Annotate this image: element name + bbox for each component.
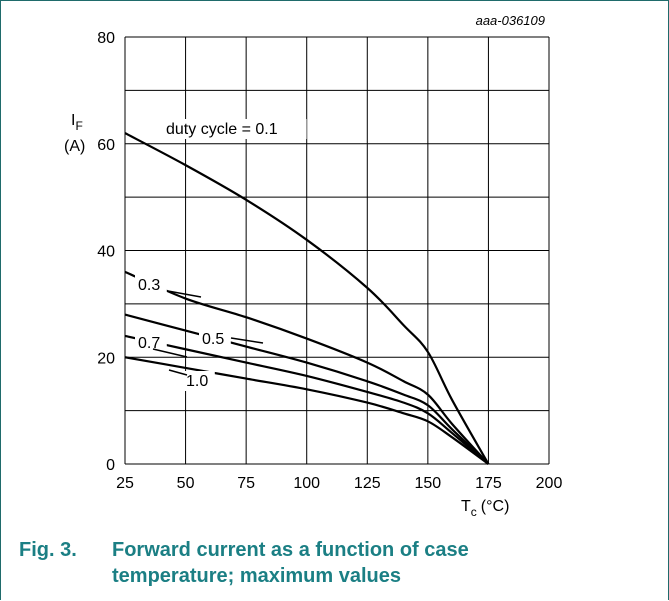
y-axis-unit: (A)	[64, 138, 85, 155]
label-leader-line	[168, 369, 188, 376]
y-axis-label: IF	[71, 112, 83, 133]
figure-reference-label: aaa-036109	[476, 13, 545, 28]
curve-label-0-1: duty cycle = 0.1	[166, 121, 278, 138]
caption-text: Forward current as a function of case te…	[112, 539, 469, 587]
curve-label-0-5: 0.5	[202, 331, 224, 348]
x-tick-label: 100	[293, 475, 320, 492]
grid	[124, 36, 550, 465]
x-tick-label: 75	[237, 475, 255, 492]
label-leader-line	[230, 337, 264, 344]
x-tick-label: 125	[354, 475, 381, 492]
labels: 25 50 75 100 125 150 175 200 0 20 40 60 80 duty cycle…	[97, 30, 562, 492]
y-tick-label: 80	[97, 30, 115, 47]
curve-label-background	[135, 275, 167, 295]
forward-current-chart: 25 50 75 100 125 150 175 200 0 20 40 60 80 duty cycle…	[64, 13, 562, 519]
curve-label-0-7: 0.7	[138, 335, 160, 352]
curve-label-background	[199, 329, 231, 349]
y-tick-label: 40	[97, 244, 115, 261]
x-tick-label: 25	[116, 475, 134, 492]
x-tick-label: 50	[177, 475, 195, 492]
curve-duty-0-1	[124, 132, 490, 465]
y-tick-label: 20	[97, 350, 115, 367]
y-tick-label: 60	[97, 137, 115, 154]
curve-label-background	[183, 371, 215, 391]
curve-duty-0-7	[124, 334, 490, 465]
x-tick-label: 200	[536, 475, 563, 492]
curve-label-0-3: 0.3	[138, 277, 160, 294]
x-tick-label: 150	[415, 475, 442, 492]
curve-label-1-0: 1.0	[186, 373, 208, 390]
curve-label-background	[163, 119, 307, 139]
caption-number: Fig. 3.	[19, 539, 77, 561]
y-tick-label: 0	[106, 457, 115, 474]
curve-duty-0-3	[124, 270, 490, 465]
curve-label-background	[135, 333, 167, 353]
x-axis-label: Tc (°C)	[461, 498, 509, 519]
x-tick-label: 175	[475, 475, 502, 492]
label-leader-line	[152, 348, 188, 358]
label-leader-line	[167, 290, 202, 298]
